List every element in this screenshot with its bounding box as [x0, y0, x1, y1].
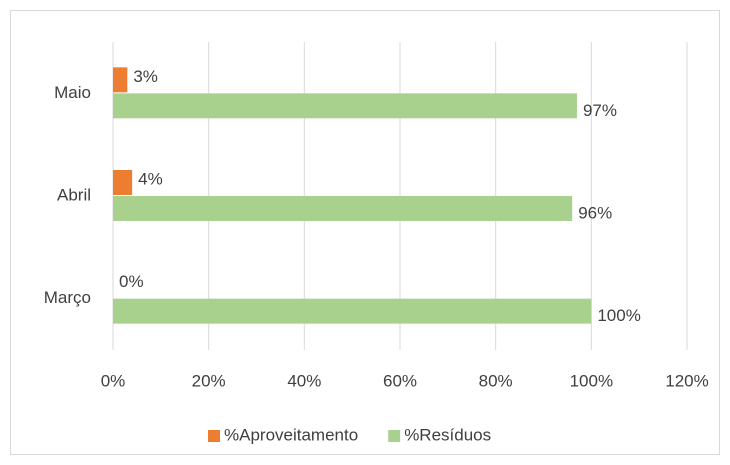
value-label: 4% [138, 169, 163, 188]
legend-label: %Resíduos [404, 425, 491, 444]
value-label: 0% [119, 272, 144, 291]
bar [113, 93, 577, 119]
y-tick-label: Maio [54, 83, 91, 102]
bar [113, 67, 128, 93]
x-tick-label: 100% [570, 371, 613, 390]
bar [113, 196, 573, 221]
legend-swatch [208, 430, 220, 442]
y-tick-label: Abril [57, 185, 91, 204]
y-tick-label: Março [44, 288, 91, 307]
value-label: 100% [597, 306, 640, 325]
x-tick-label: 20% [192, 371, 226, 390]
bar [113, 170, 133, 195]
chart-frame [10, 10, 720, 455]
value-label: 96% [578, 203, 612, 222]
x-tick-label: 40% [287, 371, 321, 390]
x-tick-label: 120% [665, 371, 708, 390]
x-tick-label: 80% [479, 371, 513, 390]
legend-label: %Aproveitamento [224, 425, 358, 444]
value-label: 3% [133, 67, 158, 86]
bar [113, 298, 592, 324]
value-label: 97% [583, 101, 617, 120]
legend-swatch [388, 430, 401, 442]
x-tick-label: 0% [101, 371, 126, 390]
x-tick-label: 60% [383, 371, 417, 390]
